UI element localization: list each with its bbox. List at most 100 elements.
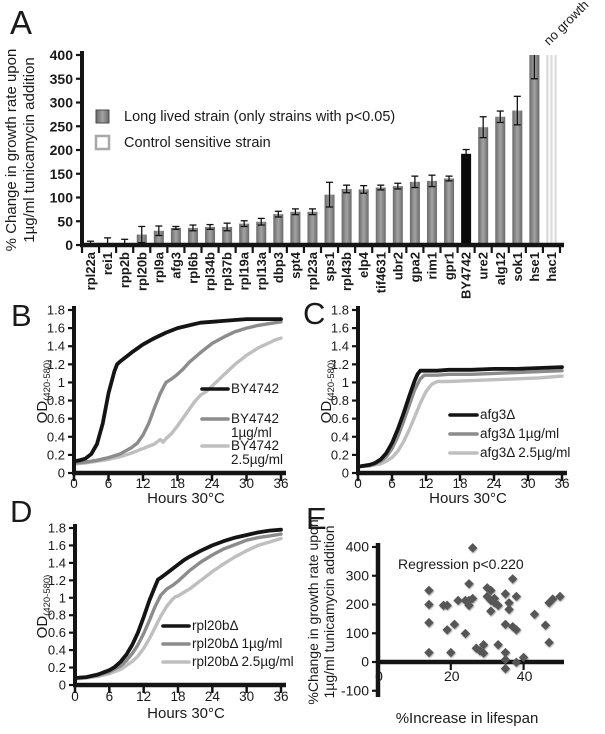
svg-text:100: 100 [50,190,74,206]
svg-text:0.2: 0.2 [48,660,66,675]
svg-text:sps1: sps1 [322,252,337,282]
svg-text:12: 12 [135,476,150,491]
svg-text:ubr2: ubr2 [390,252,405,280]
svg-text:afg3Δ 1µg/ml: afg3Δ 1µg/ml [480,426,559,441]
svg-text:300: 300 [50,95,74,111]
svg-text:Hours 30°C: Hours 30°C [147,490,225,507]
svg-text:rpl20bΔ 1µg/ml: rpl20bΔ 1µg/ml [192,636,282,651]
svg-text:1.8: 1.8 [331,303,349,318]
svg-text:rpl20b: rpl20b [134,252,149,291]
svg-text:150: 150 [50,166,74,182]
svg-text:afg3Δ 2.5µg/ml: afg3Δ 2.5µg/ml [480,445,570,460]
svg-text:sok1: sok1 [510,252,525,282]
svg-text:0: 0 [361,654,369,670]
svg-text:12: 12 [418,476,433,491]
svg-text:0: 0 [59,678,66,693]
svg-text:50: 50 [57,213,73,229]
svg-text:24: 24 [205,689,221,704]
svg-text:1.2: 1.2 [48,573,66,588]
svg-text:6: 6 [106,689,114,704]
svg-text:elp4: elp4 [356,251,371,278]
svg-text:24: 24 [204,476,220,491]
panel-a-label: A [10,4,33,41]
svg-text:0: 0 [342,466,349,481]
svg-text:1.8: 1.8 [47,303,65,318]
svg-text:400: 400 [50,47,74,63]
svg-text:spt4: spt4 [288,251,303,279]
svg-text:hse1: hse1 [527,252,542,282]
svg-text:rei1: rei1 [100,252,115,275]
svg-text:1: 1 [342,375,349,390]
svg-text:1µg/ml: 1µg/ml [231,425,272,440]
svg-text:1.4: 1.4 [48,555,66,570]
svg-text:afg3Δ: afg3Δ [480,407,515,422]
svg-text:0.6: 0.6 [48,625,66,640]
svg-text:-100: -100 [341,682,369,698]
svg-text:0.6: 0.6 [47,411,65,426]
svg-text:300: 300 [346,567,370,583]
svg-text:0.4: 0.4 [48,643,66,658]
svg-text:BY4742: BY4742 [231,411,279,426]
svg-text:1.4: 1.4 [47,339,65,354]
svg-text:350: 350 [50,71,74,87]
svg-text:Hours 30°C: Hours 30°C [429,490,507,507]
svg-text:OD(420-580): OD(420-580) [34,575,53,639]
svg-text:1.8: 1.8 [48,521,66,536]
svg-text:gpr1: gpr1 [442,252,457,280]
svg-text:200: 200 [50,142,74,158]
panel-b-label: B [11,298,32,333]
svg-text:rpl20bΔ 2.5µg/ml: rpl20bΔ 2.5µg/ml [192,654,294,669]
panel-c-label: C [303,296,326,331]
svg-text:rim1: rim1 [425,252,440,279]
svg-text:30: 30 [239,476,254,491]
svg-text:18: 18 [452,476,467,491]
svg-text:20: 20 [444,668,460,684]
svg-text:rpl19a: rpl19a [237,251,252,290]
svg-text:0.8: 0.8 [331,393,349,408]
svg-text:rpl37b: rpl37b [220,252,235,291]
svg-text:200: 200 [346,596,370,612]
svg-text:1µg/ml tunicamycin addition: 1µg/ml tunicamycin addition [21,57,38,242]
svg-text:dbp3: dbp3 [271,252,286,283]
svg-text:0: 0 [70,476,78,491]
svg-text:100: 100 [346,625,370,641]
svg-text:1: 1 [58,375,65,390]
svg-text:18: 18 [170,689,185,704]
svg-text:2.5µg/ml: 2.5µg/ml [231,452,283,467]
svg-text:1: 1 [59,590,66,605]
svg-text:hac1: hac1 [544,252,559,282]
svg-text:1µg/ml tunicamycin addition: 1µg/ml tunicamycin addition [321,525,337,698]
svg-text:rpl13a: rpl13a [254,251,269,290]
svg-text:alg12: alg12 [493,252,508,285]
svg-text:rpl20bΔ: rpl20bΔ [192,618,239,633]
svg-text:Control sensitive strain: Control sensitive strain [124,135,271,151]
svg-text:0.8: 0.8 [47,393,65,408]
svg-text:6: 6 [105,476,113,491]
svg-text:36: 36 [273,689,288,704]
svg-text:250: 250 [50,118,74,134]
svg-text:18: 18 [170,476,185,491]
svg-text:1.2: 1.2 [331,357,349,372]
svg-text:afg3: afg3 [168,252,183,279]
svg-text:40: 40 [517,668,533,684]
svg-text:gpa2: gpa2 [407,252,422,282]
svg-text:BY4742: BY4742 [231,381,279,396]
svg-text:36: 36 [554,476,569,491]
svg-text:1.6: 1.6 [47,321,65,336]
svg-text:%Increase in lifespan: %Increase in lifespan [396,710,539,727]
svg-text:0.8: 0.8 [48,608,66,623]
svg-text:0.2: 0.2 [47,447,65,462]
svg-text:24: 24 [486,476,502,491]
svg-text:1.2: 1.2 [47,357,65,372]
svg-text:rpp2b: rpp2b [117,252,132,288]
svg-text:1.4: 1.4 [331,339,349,354]
svg-text:30: 30 [239,689,254,704]
svg-text:1.6: 1.6 [48,538,66,553]
svg-text:tif4631: tif4631 [373,252,388,293]
panel-d-label: D [10,494,33,529]
panel-e-label: E [306,501,327,536]
svg-text:rpl34b: rpl34b [203,252,218,291]
